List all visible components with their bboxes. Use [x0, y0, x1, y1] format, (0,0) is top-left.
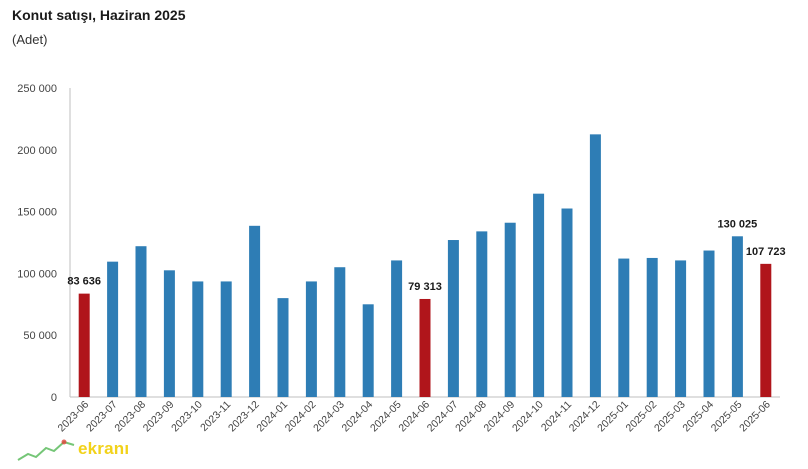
watermark-text: ekranı: [78, 439, 130, 458]
bar: [447, 240, 459, 397]
data-label: 79 313: [408, 281, 442, 293]
y-tick-label: 100 000: [17, 268, 57, 280]
data-label: 107 723: [746, 246, 786, 258]
bar: [249, 225, 261, 397]
bar: [504, 222, 516, 397]
bar: [589, 134, 601, 397]
x-tick-label: 2023-10: [169, 399, 205, 435]
bar: [391, 260, 403, 397]
bar: [561, 208, 573, 397]
bar: [107, 261, 119, 397]
bar: [646, 257, 658, 397]
bar: [277, 298, 289, 397]
x-tick-label: 2025-06: [737, 399, 773, 435]
y-tick-label: 0: [51, 392, 57, 404]
bar: [703, 250, 715, 397]
bar: [362, 304, 374, 397]
x-tick-label: 2024-10: [510, 399, 546, 435]
data-label: 130 025: [718, 218, 758, 230]
highlighted-bar: [760, 263, 772, 397]
bar: [334, 267, 346, 397]
bar: [476, 231, 488, 397]
chart-title: Konut satışı, Haziran 2025: [12, 7, 186, 23]
bar: [220, 281, 232, 397]
bar: [192, 281, 204, 397]
bar: [675, 260, 687, 397]
bar: [163, 270, 175, 397]
highlighted-bar: [419, 298, 431, 397]
bar: [533, 193, 545, 397]
bar: [305, 281, 317, 397]
y-tick-label: 150 000: [17, 207, 57, 219]
y-tick-label: 250 000: [17, 83, 57, 95]
watermark-line-icon: [17, 439, 75, 461]
bar: [731, 236, 743, 397]
bar: [135, 246, 147, 397]
highlighted-bar: [78, 293, 90, 397]
watermark-logo: ekranı: [14, 436, 144, 464]
y-tick-label: 200 000: [17, 145, 57, 157]
bar: [618, 258, 630, 397]
y-tick-label: 50 000: [23, 330, 57, 342]
chart-subtitle: (Adet): [12, 32, 48, 47]
data-label: 83 636: [67, 276, 101, 288]
